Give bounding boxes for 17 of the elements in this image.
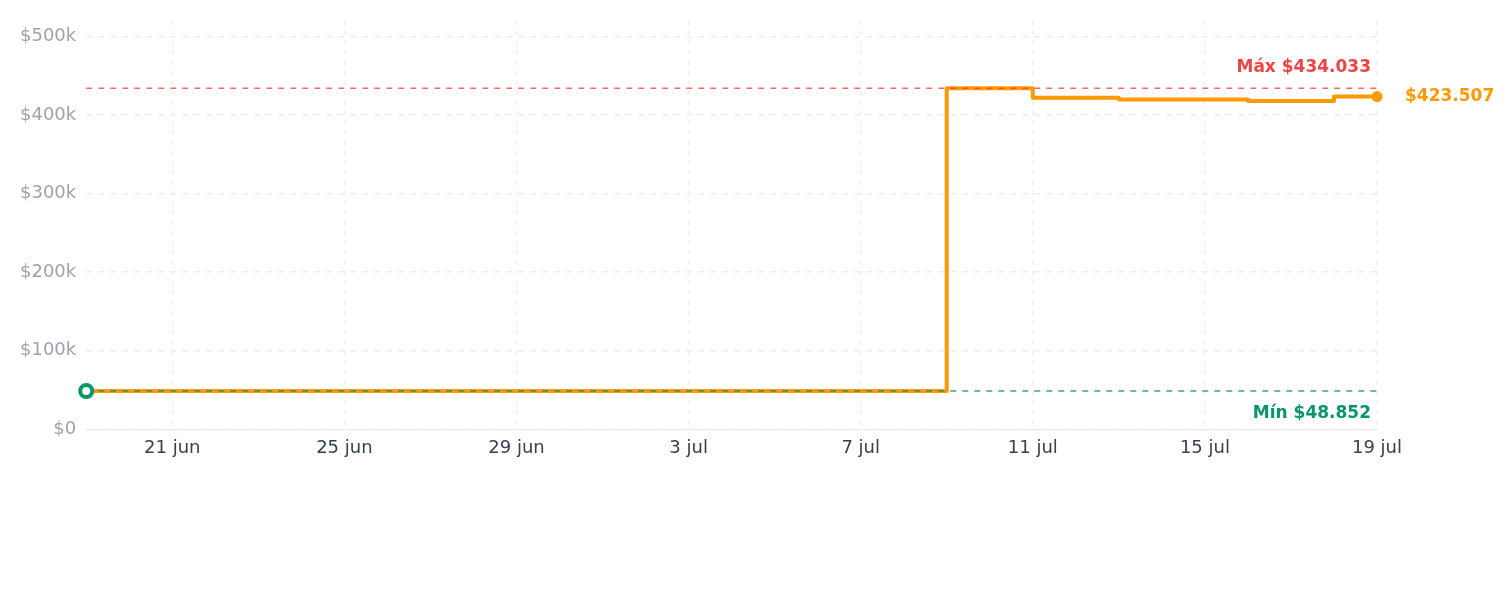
y-tick-label: $500k <box>20 24 77 46</box>
y-tick-label: $200k <box>20 259 77 281</box>
x-tick-label: 29 jun <box>488 435 545 457</box>
y-tick-label: $100k <box>20 338 77 360</box>
annotation: $423.507 <box>1405 85 1495 106</box>
ref-line-label: Mín $48.852 <box>1252 401 1371 422</box>
ref-line-label: Máx $434.033 <box>1236 56 1371 77</box>
x-tick-label: 7 jul <box>841 435 880 457</box>
y-tick-label: $0 <box>53 417 77 439</box>
x-tick-label: 21 jun <box>144 435 201 457</box>
x-tick-label: 19 jul <box>1351 435 1403 457</box>
y-tick-label: $400k <box>20 102 77 124</box>
x-tick-label: 3 jul <box>669 435 708 457</box>
x-tick-label: 11 jul <box>1007 435 1058 457</box>
y-tick-label: $300k <box>20 181 77 203</box>
x-tick-label: 25 jun <box>316 435 373 457</box>
x-tick-label: 15 jul <box>1179 435 1230 457</box>
